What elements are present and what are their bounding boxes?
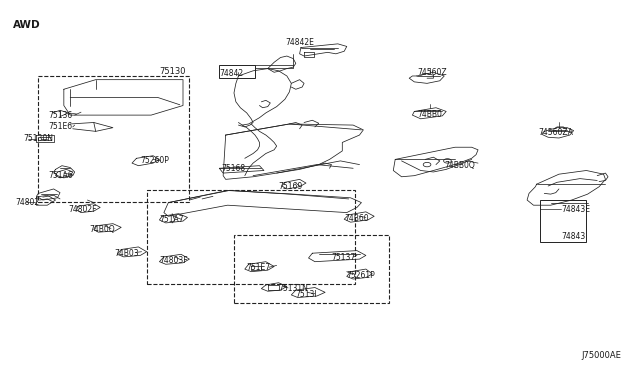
Text: 74802: 74802 (15, 198, 40, 207)
Text: 75168: 75168 (221, 164, 245, 173)
Bar (38, 76, 189, 202)
Text: AWD: AWD (13, 20, 40, 31)
Bar (147, 190, 355, 284)
Text: 751E7: 751E7 (246, 263, 271, 272)
Text: 7513I: 7513I (296, 291, 317, 299)
Text: 74B03: 74B03 (115, 249, 140, 258)
Text: 74803F: 74803F (159, 256, 188, 265)
Text: 75130N: 75130N (24, 134, 54, 143)
Bar (540, 200, 586, 242)
Text: 74843E: 74843E (561, 205, 590, 215)
Bar (220, 65, 255, 78)
Text: 75260P: 75260P (140, 156, 169, 166)
Text: 75137: 75137 (332, 253, 356, 263)
Text: 74560Z: 74560Z (417, 68, 447, 77)
Text: 751A7: 751A7 (159, 215, 184, 224)
Bar (234, 235, 389, 304)
Text: 74B0Q: 74B0Q (90, 225, 115, 234)
Text: 74BB0: 74BB0 (417, 109, 442, 119)
Text: 75261P: 75261P (347, 271, 376, 280)
Text: 751A6: 751A6 (48, 171, 72, 180)
Text: 74842E: 74842E (285, 38, 314, 47)
Text: 74802F: 74802F (68, 205, 97, 215)
Text: 751E6: 751E6 (48, 122, 72, 131)
Text: J75000AE: J75000AE (581, 350, 621, 360)
Text: 75130: 75130 (159, 67, 186, 76)
Text: 74BB0Q: 74BB0Q (444, 161, 475, 170)
Text: 74843: 74843 (561, 232, 585, 241)
Text: 74842: 74842 (220, 69, 243, 78)
Text: 75131N: 75131N (278, 284, 308, 293)
Text: 74560ZA: 74560ZA (538, 128, 573, 137)
Text: 75136: 75136 (48, 111, 72, 121)
Text: 75169: 75169 (278, 182, 303, 191)
Text: 74B60: 74B60 (344, 214, 369, 223)
